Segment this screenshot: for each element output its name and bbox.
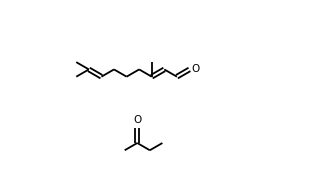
Text: O: O — [192, 64, 200, 74]
Text: O: O — [133, 115, 141, 125]
